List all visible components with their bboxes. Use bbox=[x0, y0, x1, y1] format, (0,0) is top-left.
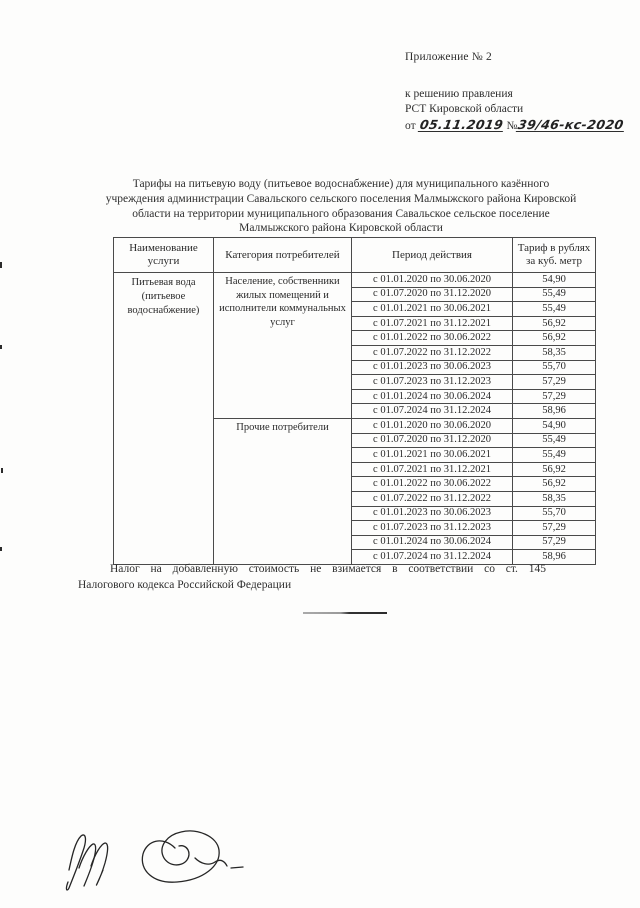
tariff-value-cell: 57,29 bbox=[512, 520, 596, 536]
period-cell: с 01.07.2024 по 31.12.2024 bbox=[351, 403, 513, 419]
tariff-value-cell: 55,70 bbox=[512, 505, 596, 522]
scan-noise-speck bbox=[0, 345, 2, 349]
period-cell: с 01.01.2023 по 30.06.2023 bbox=[351, 359, 513, 376]
tariff-value-cell: 56,92 bbox=[512, 315, 596, 332]
header-service: Наименование услуги bbox=[113, 237, 214, 273]
tariff-value-cell: 54,90 bbox=[512, 272, 596, 288]
scan-noise-speck bbox=[0, 547, 2, 551]
appendix-title: Приложение № 2 bbox=[405, 51, 492, 63]
table-row: с 01.07.2021 по 31.12.2021 56,92 bbox=[114, 315, 596, 332]
table-row: Прочие потребители с 01.01.2020 по 30.06.… bbox=[114, 417, 596, 565]
table-row: с 01.07.2024 по 31.12.2024 58,96 bbox=[114, 403, 596, 419]
scan-noise-speck bbox=[1, 468, 3, 473]
decision-date-line: от 05.11.2019 №39/46-кс-2020 bbox=[405, 117, 627, 134]
tariff-table: Наименование услуги Категория потребител… bbox=[113, 237, 596, 565]
period-cell: с 01.07.2020 по 31.12.2020 bbox=[351, 286, 513, 303]
date-label: от bbox=[405, 120, 416, 132]
period-cell: с 01.01.2020 по 30.06.2020 bbox=[351, 272, 513, 288]
period-cell: с 01.01.2023 по 30.06.2023 bbox=[351, 505, 513, 522]
tariff-value-cell: 55,49 bbox=[512, 301, 596, 317]
period-cell: с 01.07.2021 по 31.12.2021 bbox=[351, 315, 513, 332]
period-cell: с 01.07.2023 по 31.12.2023 bbox=[351, 520, 513, 536]
table-row: с 01.01.2022 по 30.06.2022 56,92 bbox=[114, 476, 596, 492]
handwritten-number: 39/46-кс-2020 bbox=[516, 117, 627, 132]
document-header: Приложение № 2 к решению правления РСТ К… bbox=[405, 50, 627, 134]
period-cell: с 01.07.2022 по 31.12.2022 bbox=[351, 344, 513, 361]
category-cell: Прочие потребители bbox=[213, 417, 352, 565]
tariff-value-cell: 55,49 bbox=[512, 447, 596, 463]
period-cell: с 01.01.2022 по 30.06.2022 bbox=[351, 476, 513, 492]
tariff-value-cell: 57,29 bbox=[512, 388, 596, 405]
period-cell: с 01.01.2021 по 30.06.2021 bbox=[351, 447, 513, 463]
decision-line-1: к решению правления bbox=[405, 88, 513, 100]
tariff-value-cell: 56,92 bbox=[512, 330, 596, 346]
table-row: с 01.07.2021 по 31.12.2021 56,92 bbox=[114, 461, 596, 478]
tariff-value-cell: 57,29 bbox=[512, 534, 596, 551]
header-tariff: Тариф в рублях за куб. метр bbox=[512, 237, 596, 273]
vat-footnote-line-1: Налог на добавленную стоимость не взимае… bbox=[110, 563, 546, 575]
period-cell: с 01.01.2024 по 30.06.2024 bbox=[351, 388, 513, 405]
table-row: с 01.07.2022 по 31.12.2022 58,35 bbox=[114, 344, 596, 361]
signature-icon bbox=[65, 830, 244, 891]
vat-footnote-line-2: Налогового кодекса Российской Федерации bbox=[78, 578, 292, 591]
tariff-value-cell: 58,35 bbox=[512, 344, 596, 361]
period-cell: с 01.01.2024 по 30.06.2024 bbox=[351, 534, 513, 551]
tariff-value-cell: 56,92 bbox=[512, 476, 596, 492]
decision-line-2: РСТ Кировской области bbox=[405, 103, 524, 115]
period-cell: с 01.01.2021 по 30.06.2021 bbox=[351, 301, 513, 317]
signatures-block bbox=[55, 818, 265, 908]
tariff-value-cell: 56,92 bbox=[512, 461, 596, 478]
table-row: с 01.07.2024 по 31.12.2024 58,96 bbox=[114, 549, 596, 565]
table-header-row: Наименование услуги Категория потребител… bbox=[113, 237, 596, 273]
tariff-value-cell: 55,49 bbox=[512, 286, 596, 303]
vat-footnote: Налог на добавленную стоимость не взимае… bbox=[78, 562, 546, 593]
tariff-value-cell: 54,90 bbox=[512, 417, 596, 434]
period-cell: с 01.07.2023 по 31.12.2023 bbox=[351, 374, 513, 390]
number-label: № bbox=[506, 120, 518, 132]
period-cell: с 01.07.2022 по 31.12.2022 bbox=[351, 490, 513, 507]
period-cell: с 01.07.2021 по 31.12.2021 bbox=[351, 461, 513, 478]
header-category: Категория потребителей bbox=[213, 237, 352, 273]
category-cell: Население, собственники жилых помещений … bbox=[213, 272, 352, 419]
handwritten-date: 05.11.2019 bbox=[417, 117, 505, 132]
tariff-table-head: Наименование услуги Категория потребител… bbox=[113, 237, 596, 273]
tariff-value-cell: 58,96 bbox=[512, 549, 596, 565]
scan-noise-speck bbox=[0, 262, 2, 268]
tariff-table-body: Питьевая вода (питьевое водоснабжение) На… bbox=[113, 272, 596, 565]
period-cell: с 01.01.2022 по 30.06.2022 bbox=[351, 330, 513, 346]
document-title: Тарифы на питьевую воду (питьевое водосн… bbox=[105, 178, 577, 235]
tariff-value-cell: 55,49 bbox=[512, 432, 596, 449]
header-period: Период действия bbox=[351, 237, 513, 273]
tariff-value-cell: 57,29 bbox=[512, 374, 596, 390]
tariff-value-cell: 55,70 bbox=[512, 359, 596, 376]
tariff-value-cell: 58,35 bbox=[512, 490, 596, 507]
tariff-value-cell: 58,96 bbox=[512, 403, 596, 419]
scan-artifact-line bbox=[303, 612, 387, 614]
service-name-cell: Питьевая вода (питьевое водоснабжение) bbox=[113, 272, 214, 565]
table-row: Питьевая вода (питьевое водоснабжение) На… bbox=[113, 272, 596, 565]
period-cell: с 01.01.2020 по 30.06.2020 bbox=[351, 417, 513, 434]
period-cell: с 01.07.2020 по 31.12.2020 bbox=[351, 432, 513, 449]
